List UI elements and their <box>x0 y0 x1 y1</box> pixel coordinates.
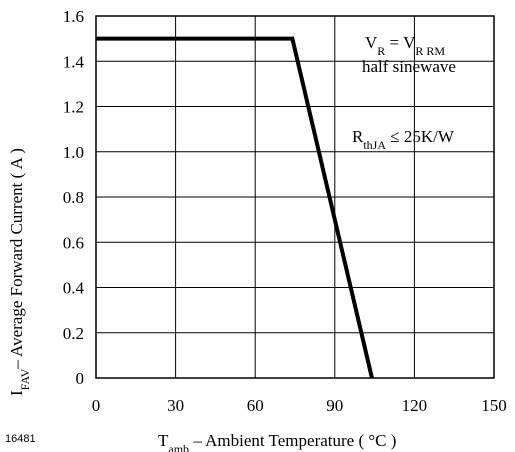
y-tick-label-7: 1.4 <box>63 52 85 71</box>
y-tick-label-2: 0.4 <box>63 279 85 298</box>
x-tick-label-0: 0 <box>92 396 101 415</box>
annotation-vr-vrrm: VR = VR RM <box>365 33 445 58</box>
y-tick-label-0: 0 <box>76 369 85 388</box>
y-tick-label-1: 0.2 <box>63 324 84 343</box>
figure-id: 16481 <box>5 433 36 445</box>
x-tick-label-2: 60 <box>247 396 264 415</box>
x-tick-label-1: 30 <box>167 396 184 415</box>
series-line-0 <box>96 36 374 379</box>
plot-frame <box>95 15 495 379</box>
y-tick-label-4: 0.8 <box>63 188 84 207</box>
y-tick-label-3: 0.6 <box>63 233 84 252</box>
x-tick-label-5: 150 <box>481 396 507 415</box>
x-tick-label-4: 120 <box>402 396 428 415</box>
annotation-half-sinewave: half sinewave <box>362 57 456 76</box>
series-group <box>96 36 374 379</box>
annotation-rthja: RthJA ≤ 25K/W <box>352 127 455 152</box>
x-axis-label: Tamb – Ambient Temperature ( °C ) <box>158 431 396 452</box>
y-tick-label-8: 1.6 <box>63 7 84 26</box>
y-axis-label: IFAV– Average Forward Current ( A ) <box>7 148 32 396</box>
tick-labels: 0 30 60 90 120 150 0 0.2 0.4 0.6 0.8 1.0 1.2 1.4 1.6 <box>63 7 507 415</box>
y-tick-label-5: 1.0 <box>63 143 84 162</box>
y-tick-label-6: 1.2 <box>63 98 84 117</box>
x-tick-label-3: 90 <box>326 396 343 415</box>
